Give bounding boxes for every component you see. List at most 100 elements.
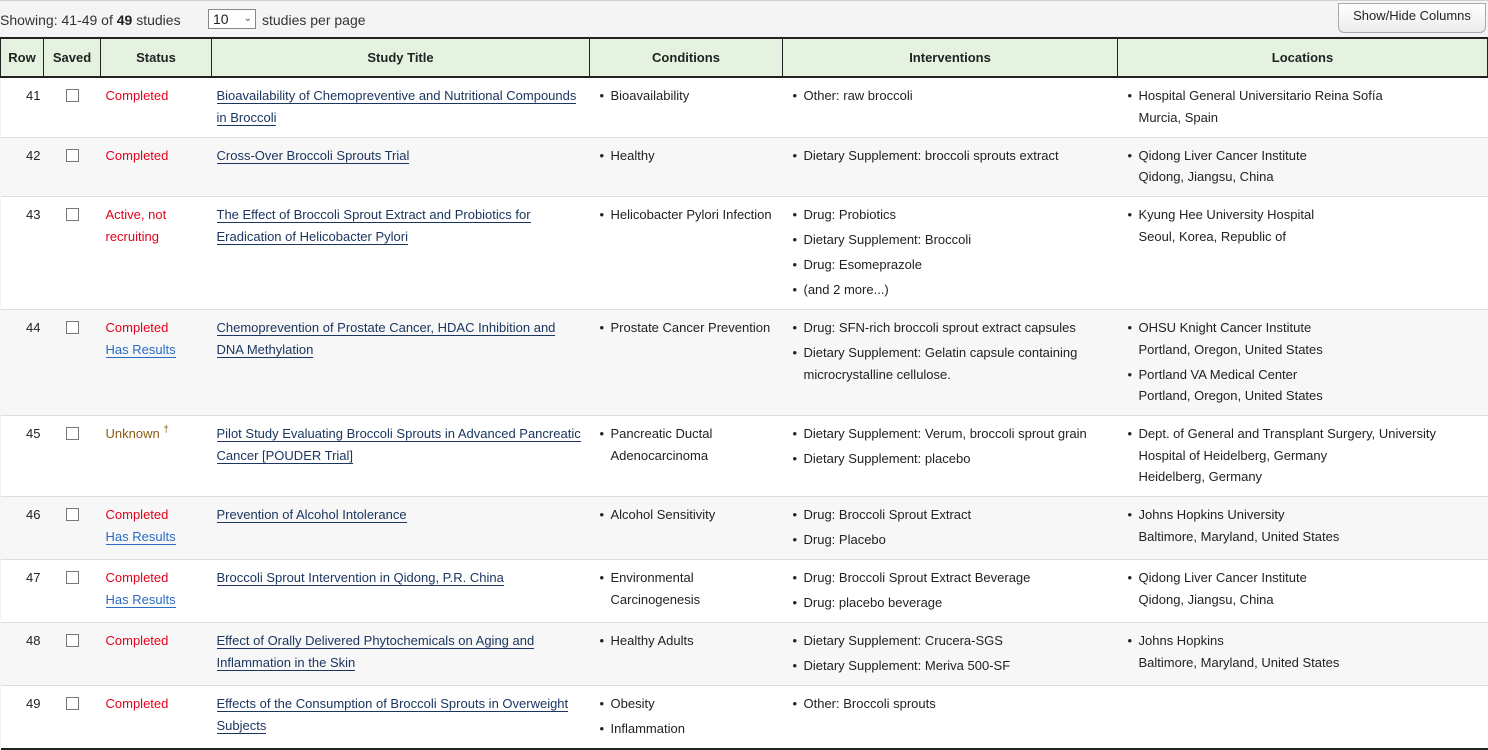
condition-item: Helicobacter Pylori Infection [595,204,778,226]
study-title-cell: Prevention of Alcohol Intolerance [211,496,590,560]
location-item: OHSU Knight Cancer Institute Portland, Or… [1123,317,1483,360]
location-facility: Qidong Liver Cancer Institute [1138,147,1307,163]
table-row: 47 Completed Has Results Broccoli Sprout In… [0,559,1488,623]
save-checkbox[interactable] [65,508,79,521]
status-text: Completed [105,147,169,163]
location-item: Johns Hopkins Baltimore, Maryland, United… [1123,630,1483,673]
location-city: Baltimore, Maryland, United States [1138,654,1340,670]
row-number: 43 [0,196,44,310]
interventions-list: Drug: SFN-rich broccoli sprout extract c… [788,317,1113,385]
interventions-cell: Drug: Probiotics Dietary Supplement: Broc… [782,196,1118,310]
column-header-study-title[interactable]: Study Title [211,37,590,78]
conditions-cell: Prostate Cancer Prevention [589,309,783,416]
study-title-link[interactable]: Effects of the Consumption of Broccoli S… [216,696,569,734]
dagger-note: † [163,424,169,436]
save-checkbox[interactable] [65,697,79,710]
column-header-status[interactable]: Status [100,37,212,78]
intervention-item: Dietary Supplement: Meriva 500-SF [788,655,1113,677]
location-item: Qidong Liver Cancer Institute Qidong, Jia… [1123,145,1483,188]
status-text: Completed [105,633,169,648]
has-results-link[interactable]: Has Results [105,341,176,358]
study-title-link[interactable]: Pilot Study Evaluating Broccoli Sprouts … [216,426,581,464]
has-results-link[interactable]: Has Results [105,528,176,545]
study-title-cell: Cross-Over Broccoli Sprouts Trial [211,137,590,197]
locations-list: Dept. of General and Transplant Surgery,… [1123,423,1483,488]
location-item: Kyung Hee University Hospital Seoul, Kore… [1123,204,1483,247]
showing-suffix: studies [132,12,181,28]
saved-cell [43,309,101,416]
status-cell: Completed Has Results [100,559,212,623]
conditions-list: Pancreatic Ductal Adenocarcinoma [595,423,778,466]
conditions-cell: Healthy [589,137,783,197]
interventions-cell: Other: Broccoli sprouts [782,685,1118,750]
study-title-link[interactable]: Effect of Orally Delivered Phytochemical… [216,633,535,671]
conditions-cell: Pancreatic Ductal Adenocarcinoma [589,415,783,497]
locations-list: OHSU Knight Cancer Institute Portland, Or… [1123,317,1483,407]
per-page-select[interactable]: 10 ⌄ [208,9,256,29]
show-hide-columns-button[interactable]: Show/Hide Columns [1338,3,1486,33]
row-number: 45 [0,415,44,497]
interventions-list: Drug: Probiotics Dietary Supplement: Broc… [788,204,1113,301]
study-title-link[interactable]: Chemoprevention of Prostate Cancer, HDAC… [216,320,556,358]
study-title-link[interactable]: Bioavailability of Chemopreventive and N… [216,88,577,126]
column-header-saved[interactable]: Saved [43,37,101,78]
save-checkbox[interactable] [65,89,79,102]
study-title-cell: Effect of Orally Delivered Phytochemical… [211,622,590,686]
condition-item: Prostate Cancer Prevention [595,317,778,339]
conditions-cell: Alcohol Sensitivity [589,496,783,560]
save-checkbox[interactable] [65,208,79,221]
intervention-item: Dietary Supplement: Verum, broccoli spro… [788,423,1113,445]
status-cell: Completed Has Results [100,309,212,416]
intervention-item: Dietary Supplement: Crucera-SGS [788,630,1113,652]
locations-cell: Johns Hopkins University Baltimore, Maryl… [1117,496,1488,560]
column-header-interventions[interactable]: Interventions [782,37,1118,78]
study-title-link[interactable]: Cross-Over Broccoli Sprouts Trial [216,147,410,164]
status-cell: Completed [100,622,212,686]
save-checkbox[interactable] [65,571,79,584]
save-checkbox[interactable] [65,321,79,334]
location-item: Portland VA Medical Center Portland, Oreg… [1123,364,1483,407]
intervention-item: Drug: Esomeprazole [788,254,1113,276]
status-cell: Completed [100,77,212,138]
location-city: Baltimore, Maryland, United States [1138,528,1340,544]
total-count: 49 [116,12,133,28]
status-text: Active, not recruiting [105,207,167,244]
showing-prefix: Showing: 41-49 of [0,12,117,28]
column-header-row[interactable]: Row [0,37,44,78]
conditions-cell: Bioavailability [589,77,783,138]
study-title-link[interactable]: Broccoli Sprout Intervention in Qidong, … [216,570,504,586]
interventions-list: Dietary Supplement: Crucera-SGS Dietary S… [788,630,1113,677]
study-title-link[interactable]: The Effect of Broccoli Sprout Extract an… [216,207,531,245]
conditions-list: Obesity Inflammation [595,693,778,740]
study-title-link[interactable]: Prevention of Alcohol Intolerance [216,507,407,523]
status-cell: Unknown † [100,415,212,497]
locations-cell: Hospital General Universitario Reina Sof… [1117,77,1488,138]
save-checkbox[interactable] [65,148,79,162]
saved-cell [43,415,101,497]
status-cell: Active, not recruiting [100,196,212,310]
column-header-locations[interactable]: Locations [1117,37,1488,78]
location-facility: Johns Hopkins [1138,633,1224,648]
results-toolbar: Showing: 41-49 of 49 studies 10 ⌄ studies… [0,1,1488,38]
row-number: 47 [0,559,44,623]
row-number: 44 [0,309,44,416]
conditions-list: Helicobacter Pylori Infection [595,204,778,226]
studies-table: Row Saved Status Study Title Conditions … [0,37,1488,750]
save-checkbox[interactable] [65,634,79,647]
locations-cell: Dept. of General and Transplant Surgery,… [1117,415,1488,497]
table-row: 48 Completed Effect of Orally Delivered Ph… [0,622,1488,686]
save-checkbox[interactable] [65,427,79,440]
intervention-item: (and 2 more...) [788,279,1113,301]
interventions-cell: Dietary Supplement: Verum, broccoli spro… [782,415,1118,497]
location-facility: Portland VA Medical Center [1138,366,1298,382]
status-cell: Completed [100,685,212,750]
column-header-conditions[interactable]: Conditions [589,37,783,78]
location-facility: Qidong Liver Cancer Institute [1138,570,1307,585]
conditions-list: Bioavailability [595,85,778,107]
saved-cell [43,622,101,686]
conditions-cell: Environmental Carcinogenesis [589,559,783,623]
has-results-link[interactable]: Has Results [105,591,176,608]
locations-list: Johns Hopkins Baltimore, Maryland, United… [1123,630,1483,673]
condition-item: Alcohol Sensitivity [595,504,778,526]
conditions-cell: Helicobacter Pylori Infection [589,196,783,310]
